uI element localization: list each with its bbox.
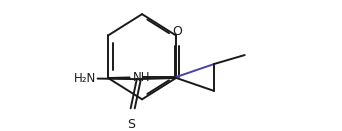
Text: O: O: [172, 25, 182, 38]
Text: NH: NH: [133, 71, 150, 84]
Text: S: S: [127, 118, 135, 131]
Text: H₂N: H₂N: [74, 72, 96, 85]
